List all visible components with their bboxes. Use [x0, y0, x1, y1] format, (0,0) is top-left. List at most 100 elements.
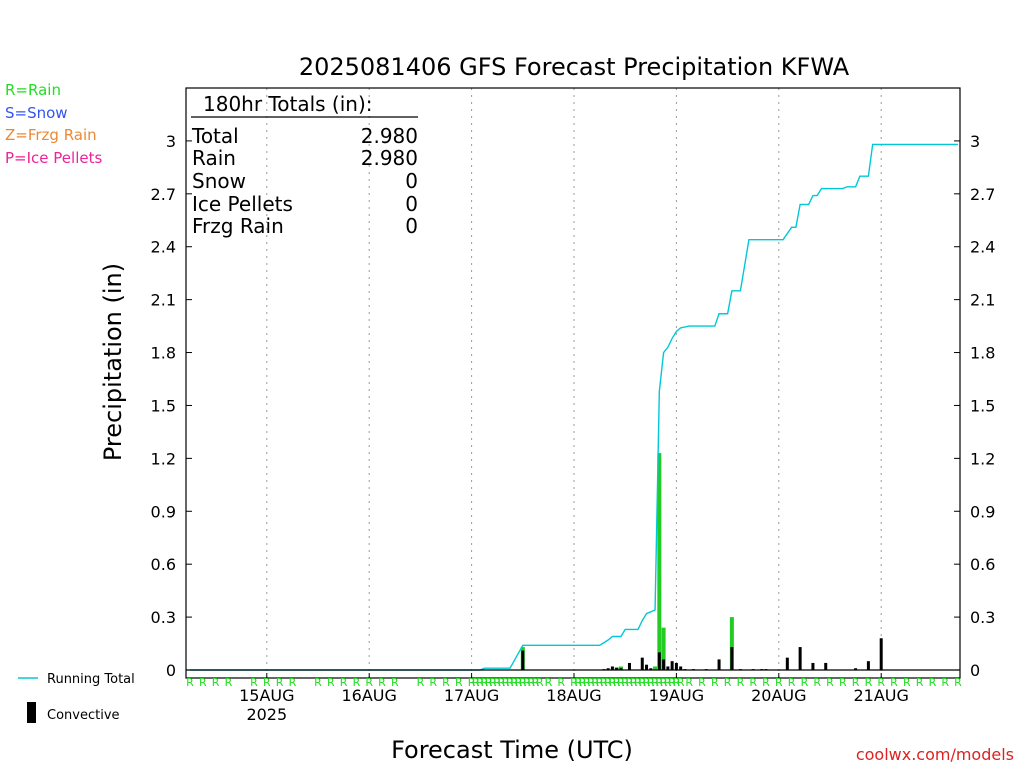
precip-type-marker: R [660, 676, 668, 689]
x-tick-label: 17AUG [444, 686, 499, 705]
y-tick-label-right: 1.5 [970, 396, 995, 415]
precip-type-marker: R [656, 676, 664, 689]
y-tick-label-right: 2.1 [970, 291, 995, 310]
precip-type-marker: R [289, 676, 297, 689]
legend-frzg-rain: Z=Frzg Rain [5, 126, 97, 144]
x-tick-sublabel: 2025 [246, 705, 287, 724]
precip-type-marker: R [276, 676, 284, 689]
y-tick-label-left: 1.8 [151, 344, 176, 363]
precip-type-marker: R [502, 676, 510, 689]
precip-type-marker: R [664, 676, 672, 689]
precip-type-marker: R [587, 676, 595, 689]
precip-type-marker: R [519, 676, 527, 689]
y-tick-label-right: 0.6 [970, 555, 995, 574]
totals-value-frzg-rain: 0 [405, 214, 418, 238]
convective-bar [521, 650, 525, 670]
precip-type-marker: R [515, 676, 523, 689]
precip-bars [520, 453, 883, 670]
convective-bar [610, 666, 614, 670]
precip-type-marker: R [327, 676, 335, 689]
convective-bar [666, 666, 670, 670]
precip-type-marker: R [677, 676, 685, 689]
precip-type-marker: R [604, 676, 612, 689]
precip-type-marker: R [647, 676, 655, 689]
precip-type-marker: R [801, 676, 809, 689]
y-tick-label-left: 0.9 [151, 502, 176, 521]
totals-value-rain: 2.980 [361, 146, 418, 170]
totals-header: 180hr Totals (in): [203, 92, 373, 116]
rain-bar [653, 666, 658, 670]
y-tick-label-left: 1.2 [151, 449, 176, 468]
precip-type-marker: R [378, 676, 386, 689]
y-tick-label-left: 2.4 [151, 238, 176, 257]
convective-bar [854, 668, 858, 670]
y-axis-label: Precipitation (in) [99, 263, 127, 461]
y-tick-label-left: 0.3 [151, 608, 176, 627]
precip-type-marker: R [929, 676, 937, 689]
precip-type-marker: R [877, 676, 885, 689]
y-tick-label-right: 0.3 [970, 608, 995, 627]
totals-value-snow: 0 [405, 169, 418, 193]
precip-type-marker: R [630, 676, 638, 689]
x-tick-label: 16AUG [341, 686, 396, 705]
y-tick-label-left: 0 [166, 661, 176, 680]
convective-bar [640, 657, 644, 670]
plot-frame [185, 87, 961, 679]
precip-type-marker: R [638, 676, 646, 689]
precip-type-marker: R [199, 676, 207, 689]
precip-type-marker: R [865, 676, 873, 689]
x-axis-label: Forecast Time (UTC) [391, 736, 633, 764]
precip-type-marker: R [852, 676, 860, 689]
running-total-line [190, 143, 958, 671]
totals-label-ice-pellets: Ice Pellets [192, 192, 293, 216]
x-tick-label: 18AUG [546, 686, 601, 705]
type-legend: R=Rain S=Snow Z=Frzg Rain P=Ice Pellets [5, 81, 102, 167]
precip-type-marker: R [545, 676, 553, 689]
x-tick-label: 15AUG [239, 686, 294, 705]
precip-type-marker: R [510, 676, 518, 689]
totals-box: 180hr Totals (in): Total 2.980 Rain 2.98… [191, 92, 418, 238]
legend-ice-pellets: P=Ice Pellets [5, 149, 102, 167]
y-axis-ticks: 0 00.3 0.30.6 0.60.9 0.91.2 1.21.5 1.51.8 1.82.… [151, 132, 996, 680]
precip-type-marker: R [903, 676, 911, 689]
precip-type-marker: R [673, 676, 681, 689]
precip-type-marker: R [476, 676, 484, 689]
convective-bar [674, 662, 678, 670]
precip-type-marker: R [609, 676, 617, 689]
y-tick-label-left: 1.5 [151, 396, 176, 415]
precip-type-marker: R [775, 676, 783, 689]
precip-type-marker: R [596, 676, 604, 689]
precip-type-marker: R [528, 676, 536, 689]
precip-type-marker: R [493, 676, 501, 689]
chart-title: 2025081406 GFS Forecast Precipitation KF… [299, 53, 850, 81]
precip-type-marker: R [583, 676, 591, 689]
y-tick-label-right: 2.7 [970, 185, 995, 204]
gridlines [266, 88, 882, 678]
precip-type-marker: R [536, 676, 544, 689]
precip-type-marker: R [621, 676, 629, 689]
convective-bar [824, 662, 828, 670]
convective-bar [866, 661, 870, 670]
precip-type-marker: R [668, 676, 676, 689]
precip-type-marker: R [532, 676, 540, 689]
y-tick-label-left: 2.7 [151, 185, 176, 204]
precip-type-marker: R [225, 676, 233, 689]
precip-type-marker: R [498, 676, 506, 689]
convective-bar [670, 661, 674, 670]
precip-type-marker: R [429, 676, 437, 689]
convective-legend-swatch [27, 702, 36, 723]
precip-type-marker: R [634, 676, 642, 689]
convective-bar [798, 647, 802, 670]
precip-type-marker: R [839, 676, 847, 689]
convective-bar [645, 664, 649, 670]
totals-value-total: 2.980 [361, 124, 418, 148]
precip-type-marker: R [442, 676, 450, 689]
precip-type-marker: R [391, 676, 399, 689]
y-tick-label-right: 2.4 [970, 238, 995, 257]
legend-snow: S=Snow [5, 104, 68, 122]
rain-bar [618, 666, 623, 670]
precip-type-marker: R [314, 676, 322, 689]
rain-bar [657, 453, 662, 670]
totals-label-snow: Snow [192, 169, 246, 193]
